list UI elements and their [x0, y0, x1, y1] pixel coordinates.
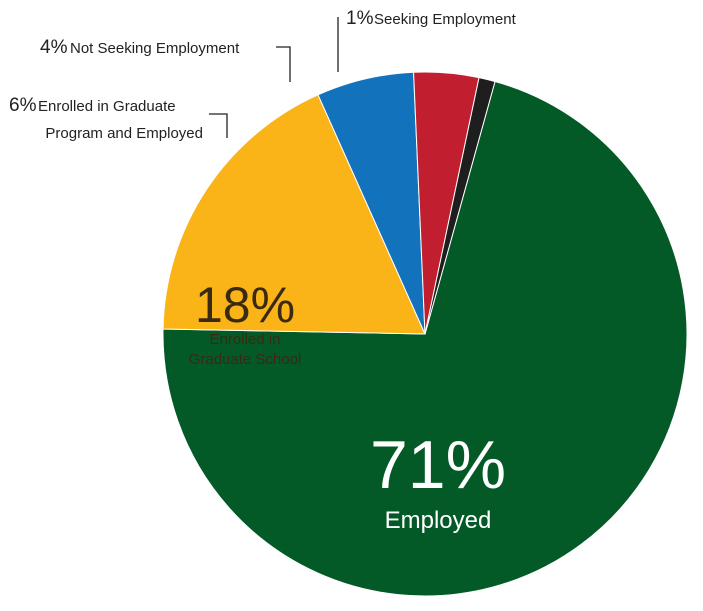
slice-seeking-percent: 1% [346, 8, 374, 29]
slice-grad-employed-percent: 6% [9, 95, 37, 116]
slice-grad-school-label-line2: Graduate School [189, 351, 302, 368]
slice-not-seeking-label: Not Seeking Employment [70, 40, 240, 57]
leader-line-not-seeking [276, 46, 291, 82]
slice-grad-employed-label-line2: Program and Employed [45, 125, 203, 142]
slice-grad-employed-label-line1: Enrolled in Graduate [38, 98, 176, 115]
slice-employed-percent: 71% [370, 427, 506, 503]
leader-lines [209, 17, 339, 138]
slice-employed [162, 80, 688, 597]
slice-seeking [424, 77, 496, 335]
slice-grad-school-label-line1: Enrolled in [210, 331, 281, 348]
slice-seeking-label: Seeking Employment [374, 11, 517, 28]
pie-slices [162, 71, 688, 597]
slice-grad-school [162, 94, 426, 335]
slice-not-seeking-percent: 4% [40, 37, 68, 58]
leader-line-grad-employed [209, 113, 228, 138]
slice-grad-school-percent: 18% [195, 277, 295, 333]
slice-employed-label: Employed [385, 507, 492, 534]
